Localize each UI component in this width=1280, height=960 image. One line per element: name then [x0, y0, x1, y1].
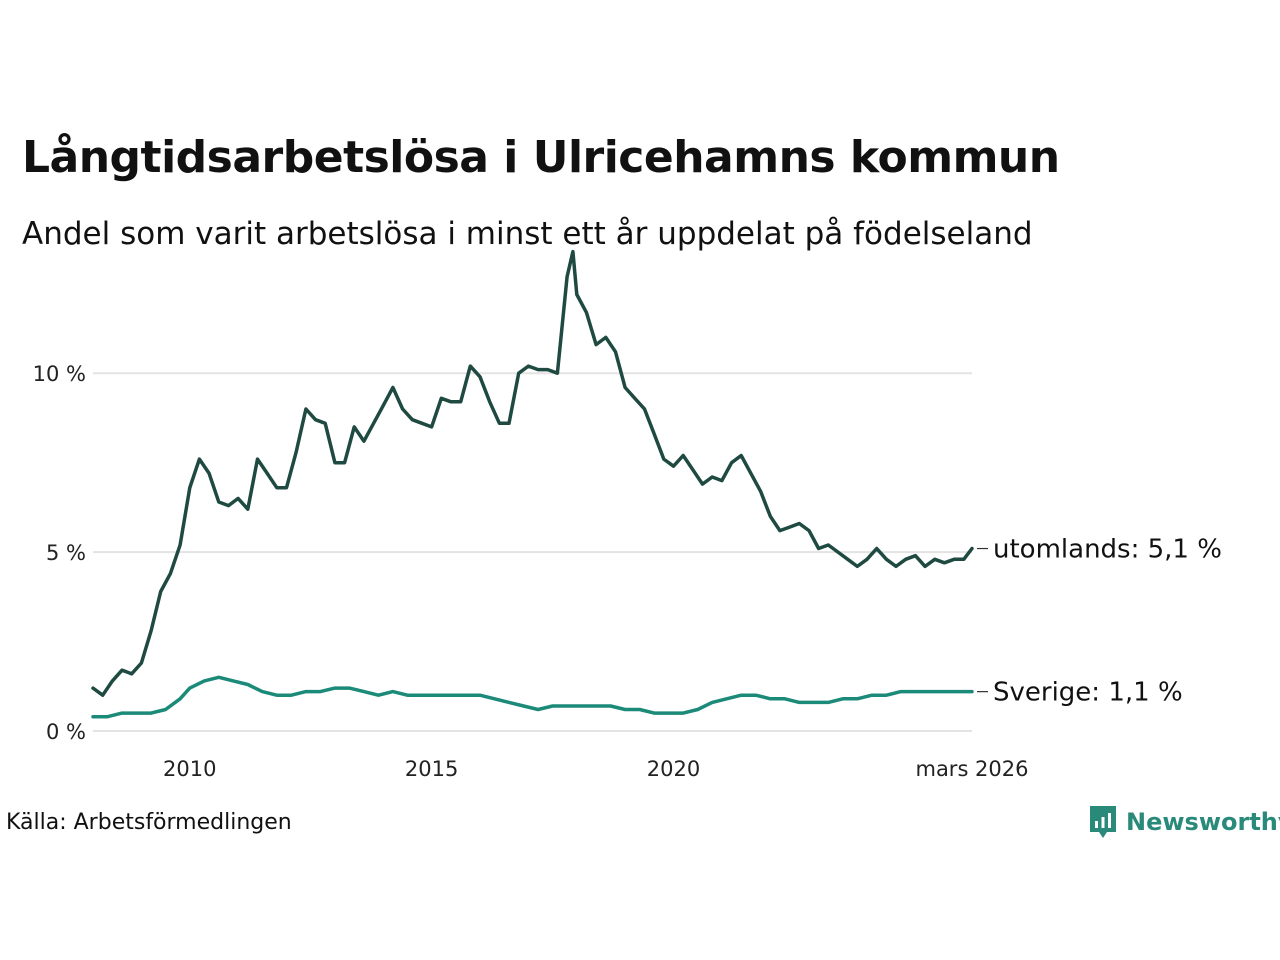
x-tick-label: mars 2026: [915, 757, 1028, 781]
series-line-utomlands: [91, 249, 974, 697]
source-note: Källa: Arbetsförmedlingen: [6, 810, 292, 835]
y-tick-label: 5 %: [46, 541, 86, 565]
x-axis-ticks: 2010 2015 2020 mars 2026: [163, 757, 1028, 781]
gridlines: [93, 372, 972, 732]
series-line-sverige: [91, 675, 974, 719]
y-tick-label: 10 %: [33, 362, 86, 386]
newsworthy-logo-icon: [1090, 806, 1116, 838]
chart-subtitle: Andel som varit arbetslösa i minst ett å…: [22, 216, 1033, 252]
x-tick-label: 2010: [163, 757, 216, 781]
series-end-label-sverige: Sverige: 1,1 %: [993, 678, 1183, 708]
series-end-labels: utomlands: 5,1 % Sverige: 1,1 %: [977, 535, 1222, 708]
brand-name: Newsworthy: [1126, 808, 1280, 836]
x-tick-label: 2015: [405, 757, 458, 781]
series-end-label-utomlands: utomlands: 5,1 %: [993, 535, 1222, 565]
x-tick-label: 2020: [647, 757, 700, 781]
chart-title: Långtidsarbetslösa i Ulricehamns kommun: [22, 132, 1060, 183]
brand-logo: Newsworthy: [1088, 804, 1280, 840]
y-axis-ticks: 0 % 5 % 10 %: [33, 362, 86, 744]
series-lines: [91, 249, 974, 719]
y-tick-label: 0 %: [46, 720, 86, 744]
